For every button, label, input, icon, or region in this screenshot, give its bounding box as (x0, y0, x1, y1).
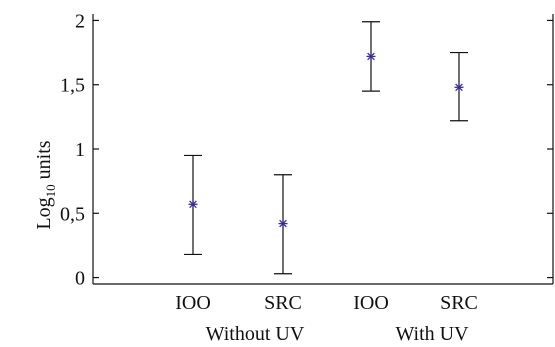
y-tick-label: 1,5 (60, 75, 85, 97)
y-ticks: 0 0,5 1 1,5 2 (60, 10, 553, 290)
y-axis-title: Log10 units (33, 140, 58, 229)
x-category-label: IOO (175, 292, 211, 314)
group-label: With UV (395, 323, 469, 345)
y-tick-label: 2 (75, 10, 85, 32)
y-tick-label: 0,5 (60, 203, 85, 225)
y-tick-label: 0 (75, 268, 85, 290)
mean-marker (454, 82, 464, 92)
error-bars (184, 21, 468, 275)
mean-marker (188, 199, 198, 209)
axes-layer (92, 14, 554, 285)
mean-marker (366, 51, 376, 61)
x-category-labels: IOO SRC IOO SRC (175, 292, 478, 314)
x-category-label: IOO (353, 292, 389, 314)
group-label: Without UV (206, 323, 305, 345)
y-tick-label: 1 (75, 139, 85, 161)
mean-markers (188, 51, 464, 229)
x-category-label: SRC (264, 292, 302, 314)
mean-marker (278, 219, 288, 229)
x-category-label: SRC (440, 292, 478, 314)
group-labels: Without UV With UV (206, 323, 469, 345)
